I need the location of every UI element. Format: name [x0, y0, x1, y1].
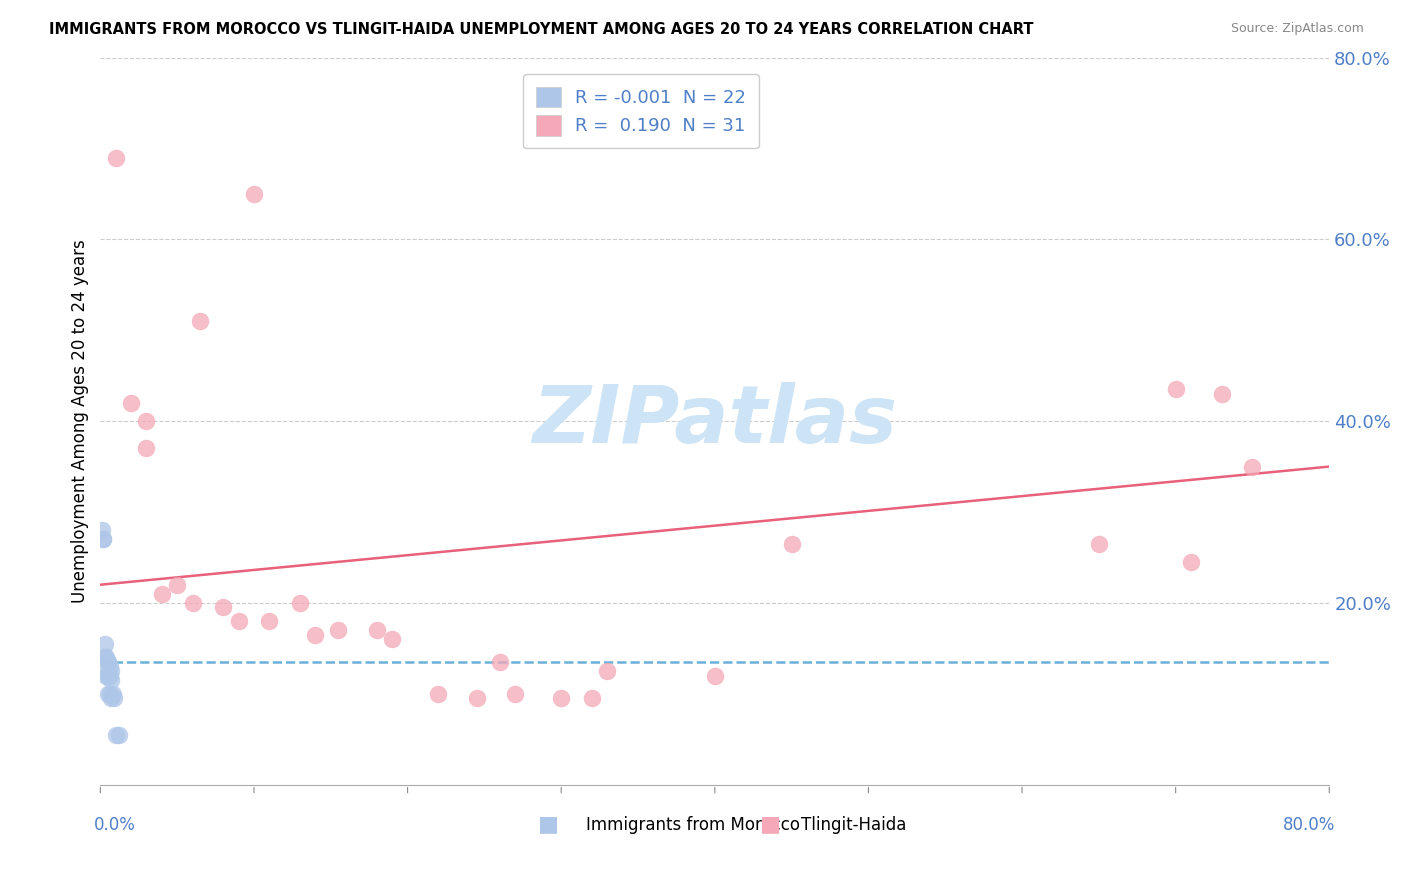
Point: [100, 664, 122, 678]
Point: [93, 533, 115, 547]
Point: [98, 668, 121, 682]
Y-axis label: Unemployment Among Ages 20 to 24 years: Unemployment Among Ages 20 to 24 years: [72, 239, 89, 603]
Point: [188, 314, 211, 328]
Text: Immigrants from Morocco: Immigrants from Morocco: [586, 815, 800, 834]
Point: [427, 687, 450, 701]
Point: [104, 151, 127, 165]
Point: [103, 691, 125, 706]
Point: [97, 687, 120, 701]
Point: [581, 691, 603, 706]
Point: [1088, 537, 1111, 551]
Point: [243, 186, 266, 201]
Point: [94, 659, 117, 673]
Point: [94, 650, 117, 665]
Point: [98, 687, 121, 701]
Text: ■: ■: [538, 814, 560, 835]
Point: [101, 687, 124, 701]
Point: [181, 596, 204, 610]
Point: [96, 650, 118, 665]
Point: [166, 578, 188, 592]
Point: [97, 668, 120, 682]
Point: [1241, 459, 1264, 474]
Point: [96, 668, 118, 682]
Point: [150, 587, 173, 601]
Point: [488, 655, 510, 669]
Point: [97, 655, 120, 669]
Point: [596, 664, 619, 678]
Point: [93, 533, 115, 547]
Text: ■: ■: [759, 814, 780, 835]
Point: [328, 623, 350, 637]
Point: [366, 623, 388, 637]
Text: 0.0%: 0.0%: [94, 815, 136, 834]
Point: [107, 728, 129, 742]
Point: [259, 614, 281, 628]
Point: [288, 596, 311, 610]
Text: 80.0%: 80.0%: [1284, 815, 1336, 834]
Text: IMMIGRANTS FROM MOROCCO VS TLINGIT-HAIDA UNEMPLOYMENT AMONG AGES 20 TO 24 YEARS : IMMIGRANTS FROM MOROCCO VS TLINGIT-HAIDA…: [49, 22, 1033, 37]
Point: [135, 442, 157, 456]
Point: [100, 673, 122, 687]
Point: [703, 668, 725, 682]
Point: [104, 728, 127, 742]
Point: [120, 396, 142, 410]
Point: [1211, 387, 1233, 401]
Point: [780, 537, 803, 551]
Point: [550, 691, 572, 706]
Point: [98, 659, 121, 673]
Point: [228, 614, 250, 628]
Point: [94, 637, 117, 651]
Point: [100, 691, 122, 706]
Text: ZIPatlas: ZIPatlas: [533, 382, 897, 460]
Point: [135, 414, 157, 428]
Point: [1164, 382, 1187, 396]
Legend: R = -0.001  N = 22, R =  0.190  N = 31: R = -0.001 N = 22, R = 0.190 N = 31: [523, 74, 759, 148]
Point: [381, 632, 404, 647]
Point: [503, 687, 526, 701]
Text: Tlingit-Haida: Tlingit-Haida: [801, 815, 907, 834]
Point: [304, 628, 326, 642]
Point: [465, 691, 488, 706]
Point: [212, 600, 235, 615]
Point: [90, 523, 112, 537]
Point: [97, 655, 120, 669]
Point: [1180, 555, 1202, 569]
Text: Source: ZipAtlas.com: Source: ZipAtlas.com: [1230, 22, 1364, 36]
